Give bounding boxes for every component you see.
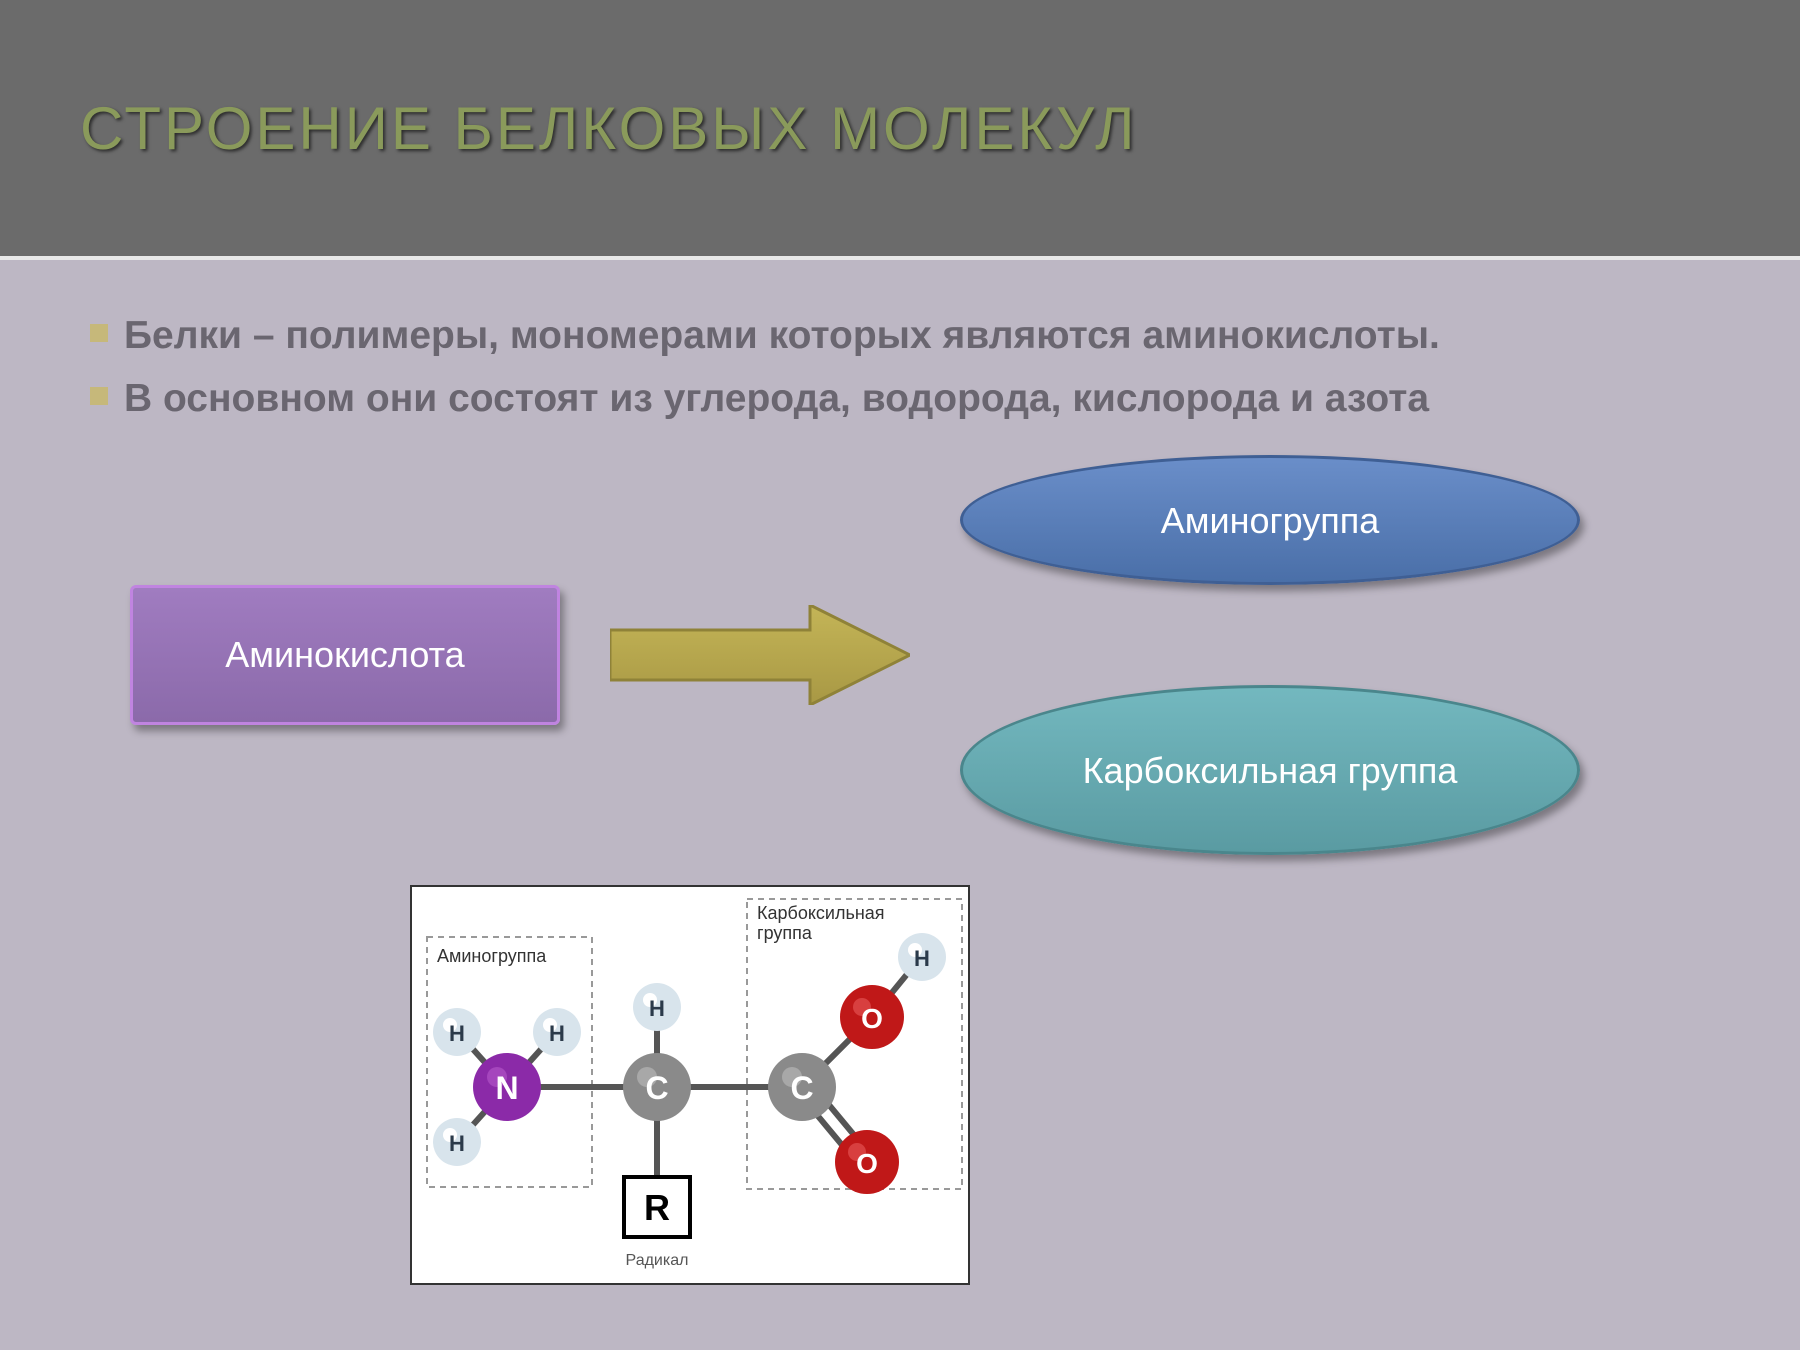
bullet-text: В основном они состоят из углерода, водо… <box>124 373 1429 426</box>
atom-o: O <box>835 1130 899 1194</box>
bullet-marker-icon <box>90 387 108 405</box>
molecule-svg: Аминогруппа Карбоксильная группа <box>412 887 972 1287</box>
amino-group-ellipse: Аминогруппа <box>960 455 1580 585</box>
amino-acid-box: Аминокислота <box>130 585 560 725</box>
arrow-icon <box>610 605 910 705</box>
atom-h: H <box>533 1008 581 1056</box>
content-area: Белки – полимеры, мономерами которых явл… <box>0 260 1800 1255</box>
svg-text:H: H <box>549 1021 565 1046</box>
molecule-diagram: Аминогруппа Карбоксильная группа <box>410 885 970 1285</box>
bullet-item: В основном они состоят из углерода, водо… <box>90 373 1710 426</box>
svg-text:H: H <box>449 1131 465 1156</box>
atom-c: C <box>623 1053 691 1121</box>
atom-h: H <box>898 933 946 981</box>
svg-text:C: C <box>790 1070 813 1106</box>
svg-text:H: H <box>914 946 930 971</box>
atom-o: O <box>840 985 904 1049</box>
carboxyl-group-label: Карбоксильная группа <box>1083 749 1458 792</box>
svg-text:O: O <box>856 1148 878 1179</box>
atom-n: N <box>473 1053 541 1121</box>
slide-title: СТРОЕНИЕ БЕЛКОВЫХ МОЛЕКУЛ <box>80 94 1138 163</box>
svg-text:R: R <box>644 1187 670 1228</box>
atom-h: H <box>433 1008 481 1056</box>
svg-text:O: O <box>861 1003 883 1034</box>
atom-c: C <box>768 1053 836 1121</box>
bullet-text: Белки – полимеры, мономерами которых явл… <box>124 310 1440 363</box>
atom-h: H <box>433 1118 481 1166</box>
bullet-item: Белки – полимеры, мономерами которых явл… <box>90 310 1710 363</box>
title-bar: СТРОЕНИЕ БЕЛКОВЫХ МОЛЕКУЛ <box>0 0 1800 260</box>
amino-group-caption: Аминогруппа <box>437 946 547 966</box>
carboxyl-group-ellipse: Карбоксильная группа <box>960 685 1580 855</box>
carboxyl-caption-2: группа <box>757 923 813 943</box>
atom-r: R <box>624 1177 690 1237</box>
svg-text:N: N <box>495 1070 518 1106</box>
svg-text:H: H <box>649 996 665 1021</box>
svg-text:H: H <box>449 1021 465 1046</box>
carboxyl-caption-1: Карбоксильная <box>757 903 885 923</box>
amino-acid-label: Аминокислота <box>225 634 464 676</box>
radical-caption: Радикал <box>626 1252 689 1269</box>
bullet-marker-icon <box>90 324 108 342</box>
amino-group-label: Аминогруппа <box>1161 499 1380 542</box>
svg-text:C: C <box>645 1070 668 1106</box>
diagram-area: Аминокислота Аминогруппа Карбоксильная г… <box>90 455 1710 1255</box>
atom-h: H <box>633 983 681 1031</box>
